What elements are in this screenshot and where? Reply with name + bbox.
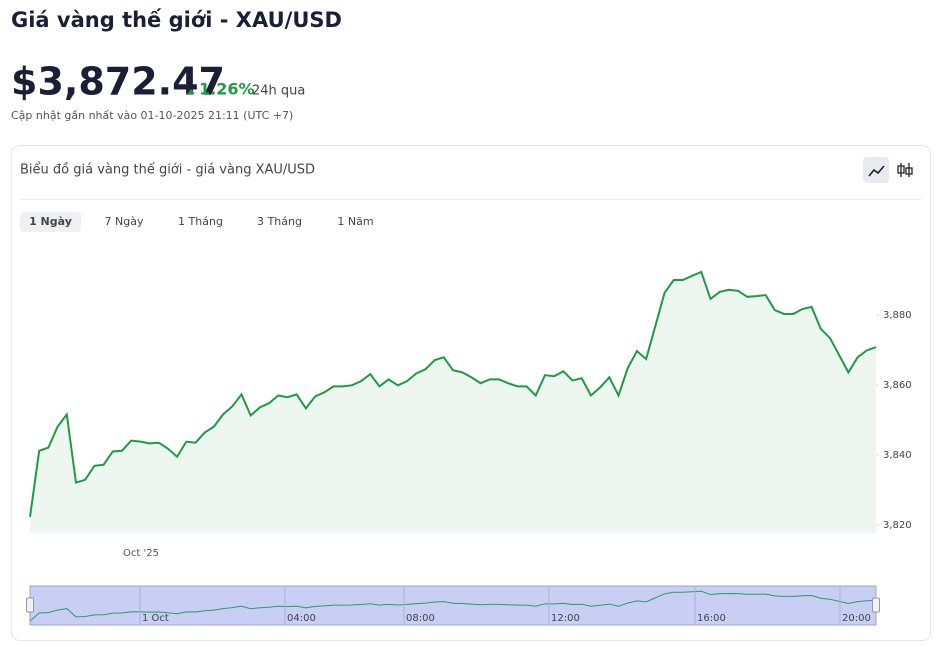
tab[interactable]: 1 Ngày bbox=[29, 215, 72, 228]
up-arrow bbox=[187, 89, 195, 94]
price-line bbox=[29, 270, 877, 518]
line-icon bbox=[868, 165, 885, 177]
area-fill bbox=[30, 271, 876, 533]
navigator-handle[interactable] bbox=[26, 597, 34, 613]
y-tick-label: 3,840 bbox=[883, 450, 912, 461]
tab[interactable]: 1 Tháng bbox=[178, 215, 223, 228]
tab[interactable]: 3 Tháng bbox=[257, 215, 302, 228]
navigator-label: 04:00 bbox=[287, 613, 316, 624]
navigator-line bbox=[29, 590, 877, 622]
page-title: Giá vàng thế giới - XAU/USD bbox=[11, 8, 342, 32]
tab-active bbox=[20, 212, 81, 232]
candle-toggle[interactable] bbox=[897, 163, 913, 177]
price: $3,872.47 bbox=[11, 60, 225, 104]
navigator[interactable] bbox=[29, 585, 877, 626]
y-tick-label: 3,880 bbox=[883, 310, 912, 321]
y-tick-label: 3,860 bbox=[883, 380, 912, 391]
change-period: 24h qua bbox=[252, 84, 305, 99]
y-tick-label: 3,820 bbox=[883, 520, 912, 531]
navigator-handle[interactable] bbox=[872, 597, 880, 613]
x-label: Oct '25 bbox=[123, 548, 159, 559]
navigator-label: 20:00 bbox=[842, 613, 871, 624]
navigator-label: 16:00 bbox=[697, 613, 726, 624]
navigator-label: 08:00 bbox=[406, 613, 435, 624]
chart-title: Biểu đồ giá vàng thế giới - giá vàng XAU… bbox=[20, 163, 315, 178]
updated: Cập nhật gần nhất vào 01-10-2025 21:11 (… bbox=[11, 109, 293, 122]
tab[interactable]: 1 Năm bbox=[337, 215, 373, 228]
line-toggle[interactable] bbox=[863, 157, 889, 183]
change: 1.26% bbox=[199, 80, 255, 99]
navigator-label: 1 Oct bbox=[142, 613, 169, 624]
navigator-label: 12:00 bbox=[551, 613, 580, 624]
tab[interactable]: 7 Ngày bbox=[105, 215, 144, 228]
